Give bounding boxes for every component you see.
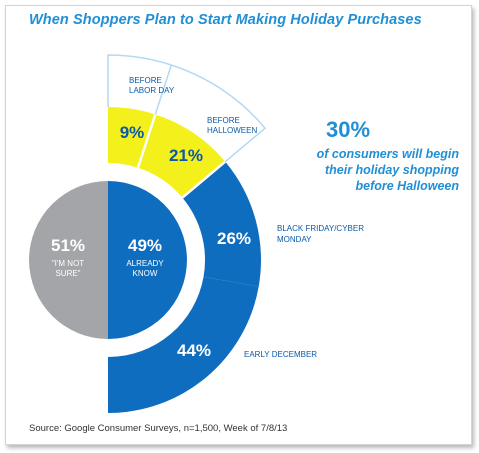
outer-slice-black-friday (182, 161, 262, 287)
inner-label-not-sure-value: 51% (51, 236, 85, 255)
outer-value-early-december: 44% (177, 341, 211, 360)
inner-label-already-know-text-2: KNOW (133, 269, 158, 278)
outer-slice-before-halloween (137, 114, 226, 198)
outer-label-labor-day-2: LABOR DAY (129, 86, 175, 95)
outer-slice-early-december (108, 276, 259, 413)
chart-title: When Shoppers Plan to Start Making Holid… (29, 12, 422, 28)
outer-label-halloween-1: BEFORE (207, 116, 240, 125)
source-note: Source: Google Consumer Surveys, n=1,500… (29, 423, 288, 434)
inner-label-not-sure-text-1: "I'M NOT (52, 259, 84, 268)
outer-value-black-friday: 26% (217, 229, 251, 248)
inner-slice-already-know (108, 181, 187, 339)
outer-label-black-friday-2: MONDAY (277, 235, 312, 244)
outer-slice-before-labor-day (108, 107, 156, 168)
inner-label-already-know-value: 49% (128, 236, 162, 255)
extension-outline (107, 54, 267, 163)
callout-value: 30% (326, 118, 370, 142)
outer-label-early-december: EARLY DECEMBER (244, 350, 317, 359)
inner-slice-not-sure (29, 181, 108, 339)
inner-label-already-know-text-1: ALREADY (126, 259, 164, 268)
outer-value-halloween: 21% (169, 146, 203, 165)
outer-ring-outline (136, 114, 227, 199)
inner-label-not-sure-text-2: SURE" (55, 269, 80, 278)
outer-value-labor-day: 9% (120, 123, 145, 142)
callout-text: of consumers will begin their holiday sh… (316, 147, 459, 193)
outer-label-halloween-2: HALLOWEEN (207, 126, 257, 135)
outer-label-black-friday-1: BLACK FRIDAY/CYBER (277, 224, 364, 233)
callout-percent: 30% (326, 117, 371, 142)
outer-label-labor-day-1: BEFORE (129, 76, 162, 85)
